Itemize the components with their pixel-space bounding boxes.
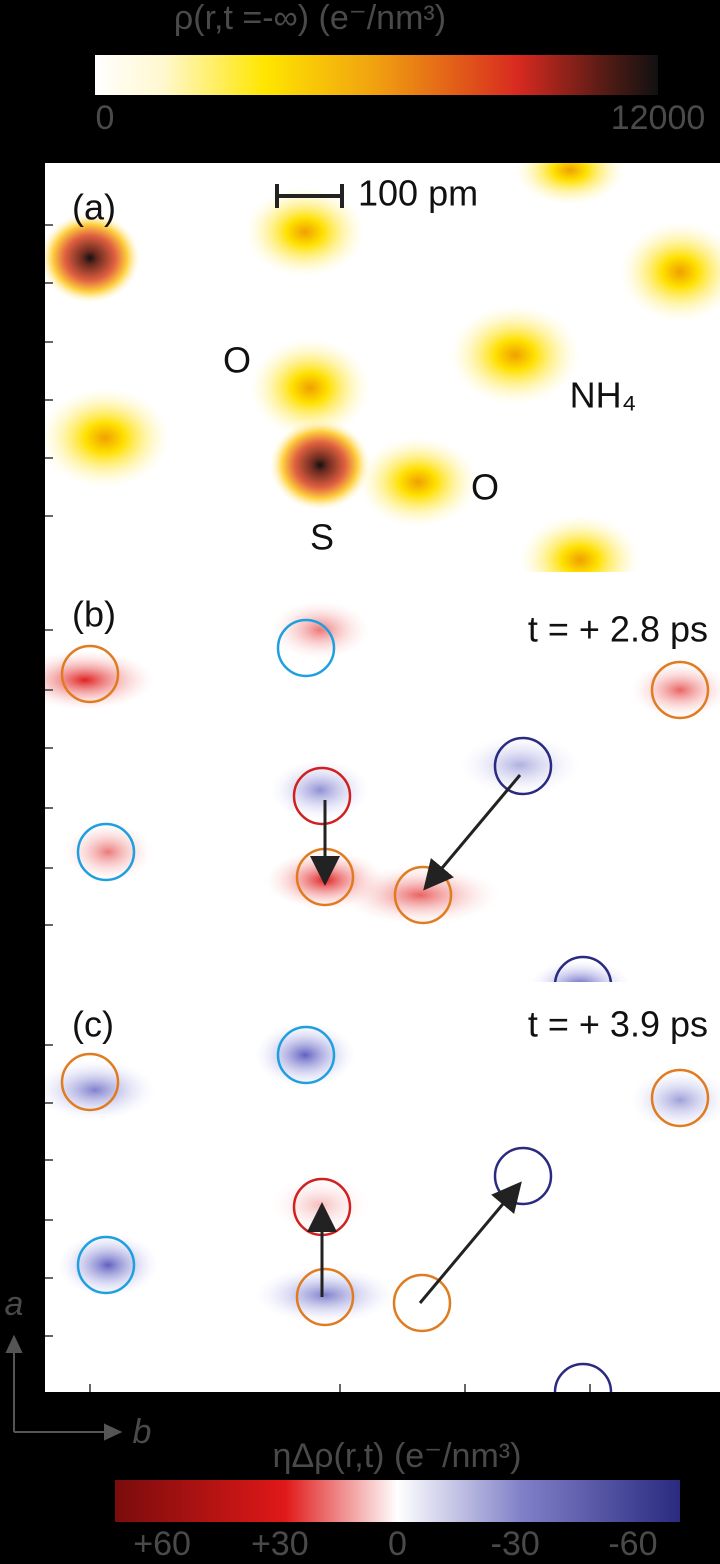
panel-label: (b) (72, 594, 116, 635)
colorbar (95, 55, 658, 95)
axis-arrows (5, 1334, 123, 1441)
axis-label: b (133, 1413, 152, 1451)
atom-label: S (310, 517, 334, 558)
colorbar-tick-label: +60 (133, 1525, 191, 1563)
frame-ticks (45, 224, 591, 1392)
density-map (45, 163, 720, 572)
panel-label: (c) (72, 1004, 114, 1045)
atom-label: O (471, 467, 499, 508)
difference-map (45, 1023, 720, 1392)
colorbar (115, 1480, 680, 1522)
colorbar-tick-label: -30 (491, 1525, 540, 1563)
colorbar-title: ρ(r,t =-∞) (e⁻/nm³) (174, 0, 446, 37)
atom-label: O (223, 340, 251, 381)
atom-label: NH₄ (570, 375, 637, 416)
difference-map (45, 600, 720, 982)
scale-bar-label: 100 pm (358, 173, 478, 214)
colorbar-tick-label: 12000 (611, 99, 706, 137)
colorbar-title: ηΔρ(r,t) (e⁻/nm³) (273, 1437, 522, 1475)
axis-label: a (5, 1285, 24, 1323)
colorbar-tick-label: 0 (388, 1525, 407, 1563)
panel-label: (a) (72, 187, 116, 228)
time-label: t = + 2.8 ps (528, 609, 708, 650)
colorbar-tick-label: -60 (608, 1525, 657, 1563)
panel-c (45, 982, 720, 1392)
colorbar-tick-label: 0 (96, 99, 115, 137)
colorbar-tick-label: +30 (251, 1525, 309, 1563)
time-label: t = + 3.9 ps (528, 1004, 708, 1045)
